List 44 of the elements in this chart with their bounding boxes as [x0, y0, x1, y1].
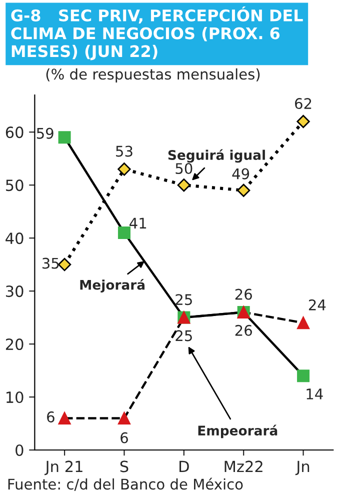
data-label: 49 — [232, 168, 250, 180]
data-label: 41 — [130, 218, 146, 228]
data-label: 6 — [47, 411, 54, 422]
y-tick-label: 10 — [6, 391, 24, 404]
chart-subtitle: (% de respuestas mensuales) — [46, 68, 260, 82]
text: Empeorará — [198, 424, 278, 438]
point — [118, 162, 131, 176]
y-tick-label: 50 — [6, 180, 24, 192]
point — [58, 412, 71, 424]
point — [58, 258, 72, 272]
point — [177, 178, 190, 192]
data-label: 14 — [306, 388, 323, 400]
series-label: Seguirá igual — [168, 149, 265, 163]
y-tick-label: 60 — [6, 126, 24, 138]
legend-label: Mejorará — [80, 279, 144, 292]
chart-title: G-8 SEC PRIV, PERCEPCIÓN DEL CLIMA DE NEGOCIOS (PROX. 6 MESES) (JUN 22) — [11, 6, 303, 60]
data-label: 50 — [176, 162, 192, 174]
data-label: 26 — [235, 324, 252, 336]
data-label: 25 — [176, 294, 192, 306]
data-label: 59 — [36, 128, 54, 139]
data-label: 53 — [116, 146, 132, 157]
source-note: Fuente: c/d del Banco de México — [8, 478, 243, 491]
point — [58, 131, 71, 144]
data-label: 62 — [295, 98, 312, 110]
point — [297, 370, 310, 382]
data-label: 26 — [235, 288, 252, 300]
point — [237, 184, 250, 197]
y-tick-label: 20 — [6, 338, 24, 350]
data-label: 35 — [42, 258, 59, 269]
data-label: 25 — [176, 330, 192, 342]
x-tick-label: Jn 21 — [44, 460, 82, 476]
point — [118, 226, 130, 240]
y-tick-label: 0 — [16, 444, 24, 456]
data-label: 6 — [120, 432, 128, 444]
x-tick-label: Jn — [295, 460, 310, 476]
x-tick-label: S — [120, 460, 128, 472]
x-tick-label: D — [180, 460, 189, 472]
point — [297, 316, 310, 330]
y-tick-label: 30 — [6, 286, 24, 298]
y-tick-label: 40 — [6, 232, 24, 244]
point — [296, 114, 310, 128]
x-tick-label: Mz22 — [224, 460, 262, 472]
data-label: 24 — [308, 299, 326, 310]
point — [118, 412, 130, 424]
